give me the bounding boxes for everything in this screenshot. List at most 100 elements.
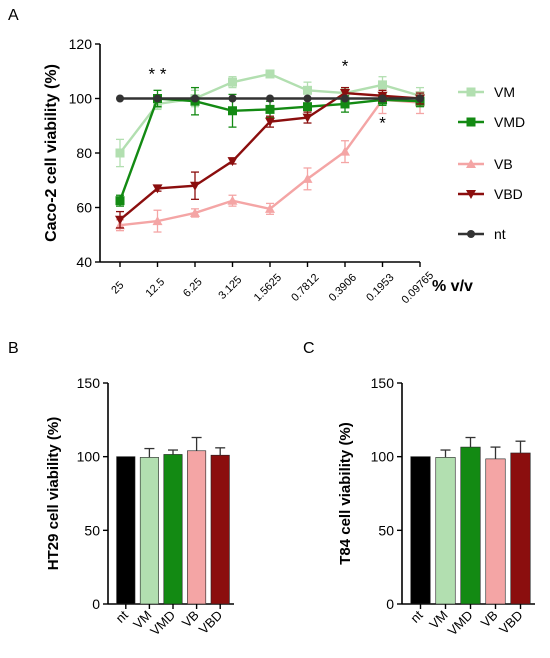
series-nt: [116, 94, 424, 103]
x-tick-label: VMD: [445, 608, 476, 639]
x-tick-label: VBD: [496, 608, 526, 638]
x-tick-label: nt: [407, 607, 426, 626]
data-point: [115, 215, 125, 225]
bar-group-vbd: [210, 447, 230, 605]
bar: [187, 450, 207, 605]
legend-label: VMD: [494, 114, 525, 130]
data-point: [227, 195, 238, 205]
bar-group-vm: [435, 449, 456, 605]
y-tick-label: 0: [386, 596, 394, 612]
significance-mark: * *: [149, 64, 167, 83]
x-tick-label: 0.09765: [400, 270, 437, 307]
bar: [210, 454, 230, 605]
y-tick-label: 100: [69, 91, 93, 107]
y-tick-label: 100: [371, 449, 395, 465]
bar-group-vb: [187, 436, 207, 605]
x-tick-label: VMD: [147, 608, 178, 639]
legend-marker: [466, 87, 476, 97]
panel-label-b: B: [8, 340, 19, 357]
data-point: [265, 203, 275, 213]
data-point: [340, 99, 350, 109]
data-point: [265, 69, 275, 79]
legend-label: VBD: [494, 186, 523, 202]
data-point: [265, 104, 275, 114]
y-tick-label: 100: [77, 449, 101, 465]
data-point: [303, 102, 312, 112]
data-point: [152, 184, 163, 194]
bar: [485, 458, 506, 605]
data-point: [228, 77, 237, 87]
data-point: [152, 216, 163, 226]
legend-entry-vb: VB: [458, 156, 513, 172]
legend-label: VB: [494, 156, 513, 172]
data-point: [265, 117, 275, 127]
y-axis-label: T84 cell viability (%): [337, 422, 354, 565]
bar: [163, 454, 183, 605]
panel-label-a: A: [8, 7, 19, 24]
data-point: [340, 89, 350, 99]
data-point: [227, 157, 238, 167]
legend-entry-vbd: VBD: [458, 186, 523, 202]
y-tick-label: 40: [76, 254, 92, 270]
data-point: [303, 94, 312, 103]
x-tick-label: 0.7812: [289, 272, 321, 304]
bar-group-nt: [116, 456, 136, 605]
bar-group-vb: [485, 446, 506, 605]
bar: [510, 452, 531, 605]
y-tick-label: 150: [77, 375, 101, 391]
data-point: [378, 80, 387, 90]
data-point: [115, 148, 125, 158]
data-point: [190, 181, 200, 191]
data-point: [302, 173, 313, 183]
bar-group-vm: [139, 447, 159, 605]
bar-group-vmd: [460, 436, 481, 605]
bar: [139, 457, 159, 605]
legend-entry-vmd: VMD: [458, 114, 525, 130]
legend-label: nt: [494, 226, 506, 242]
significance-mark: *: [342, 56, 349, 75]
bar-group-nt: [410, 456, 431, 605]
legend-entry-nt: nt: [458, 226, 506, 242]
bar-group-vmd: [163, 449, 183, 605]
legend-marker: [467, 230, 475, 238]
y-tick-label: 50: [378, 522, 394, 538]
bar: [116, 456, 136, 605]
data-point: [340, 146, 350, 156]
data-point: [116, 94, 124, 103]
x-axis-label: % v/v: [432, 278, 473, 295]
y-tick-label: 80: [76, 145, 92, 161]
panel-label-c: C: [303, 340, 315, 357]
bar: [435, 457, 456, 605]
y-tick-label: 50: [84, 522, 100, 538]
bar: [410, 456, 431, 605]
y-tick-label: 0: [92, 596, 100, 612]
y-axis-label: HT29 cell viability (%): [45, 417, 62, 570]
data-point: [228, 94, 237, 103]
y-axis-label: Caco-2 cell viability (%): [43, 64, 60, 242]
data-point: [153, 94, 162, 103]
x-tick-label: 1.5625: [252, 272, 284, 304]
bar: [460, 446, 481, 605]
data-point: [190, 207, 200, 217]
data-point: [378, 94, 387, 103]
data-point: [228, 106, 237, 116]
y-tick-label: 120: [69, 36, 93, 52]
data-point: [416, 94, 424, 103]
x-tick-label: 0.1953: [364, 272, 396, 304]
legend-marker: [466, 117, 476, 127]
x-tick-label: 3.125: [216, 274, 244, 302]
data-point: [191, 94, 199, 103]
data-point: [266, 94, 274, 103]
x-tick-label: 6.25: [181, 276, 205, 300]
legend-entry-vm: VM: [458, 84, 515, 100]
significance-mark: *: [379, 113, 386, 132]
x-tick-label: 12.5: [144, 276, 168, 300]
bar-group-vbd: [510, 440, 531, 605]
legend-label: VM: [494, 84, 515, 100]
x-tick-label: 0.3906: [327, 272, 359, 304]
data-point: [115, 196, 125, 206]
